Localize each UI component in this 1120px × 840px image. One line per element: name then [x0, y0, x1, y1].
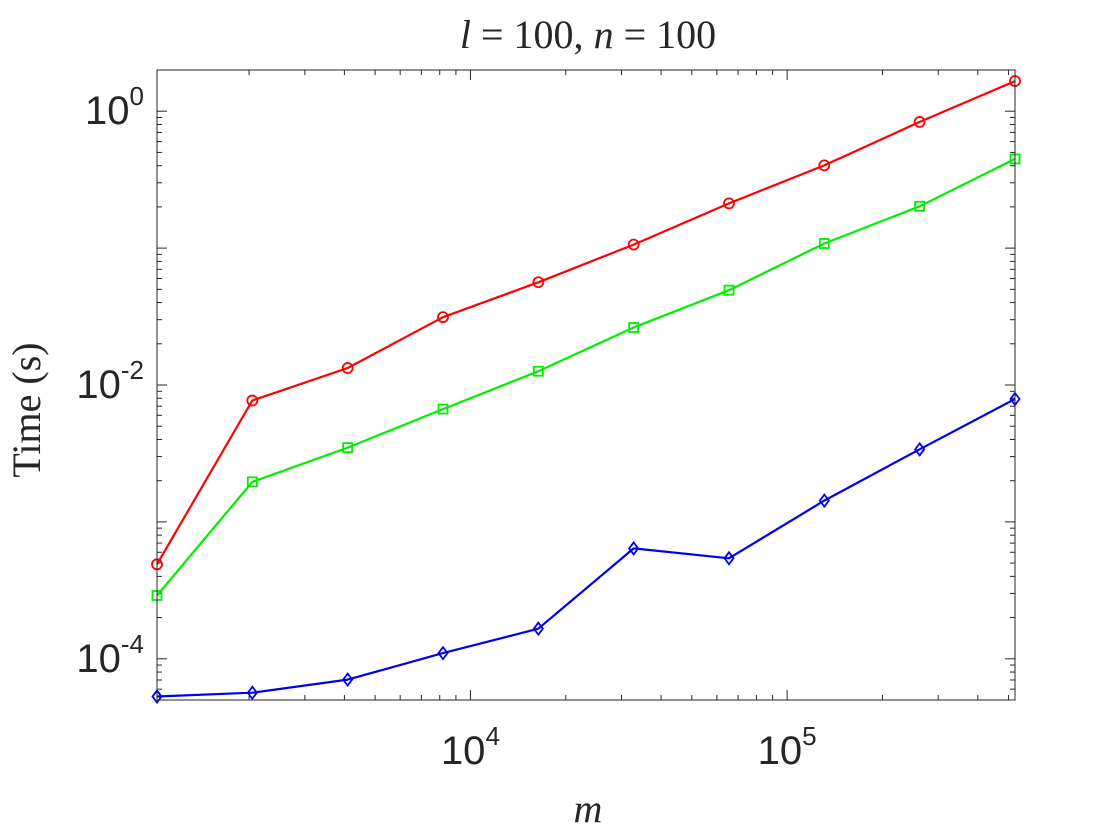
- series-1-line: [156, 80, 1016, 565]
- x-tick-label: 104: [441, 721, 500, 773]
- data-point-circle: [913, 116, 926, 128]
- data-point-diamond: [437, 645, 449, 661]
- y-tick-label: 100: [85, 81, 144, 133]
- data-point-circle: [818, 159, 831, 172]
- major-ticks: [157, 70, 1015, 700]
- plot-frame: [156, 69, 1016, 701]
- title-var-l: l: [460, 12, 471, 57]
- y-tick-base: 10: [85, 89, 130, 133]
- minor-ticks: [157, 69, 1015, 701]
- data-point-diamond: [628, 540, 640, 556]
- data-point-circle: [246, 394, 259, 407]
- title-var-n: n: [594, 12, 614, 57]
- data-point-circle: [341, 362, 354, 374]
- data-point-diamond: [246, 685, 258, 701]
- y-tick-label: 10-4: [76, 629, 144, 681]
- data-point-diamond: [151, 689, 163, 705]
- title-value-n: = 100: [614, 12, 717, 57]
- y-tick-exponent: -4: [121, 629, 144, 659]
- y-axis-label: Time (s): [4, 342, 49, 477]
- y-tick-exponent: 0: [130, 81, 144, 111]
- data-point-diamond: [818, 493, 830, 509]
- data-point-diamond: [532, 621, 544, 637]
- plot-background: [157, 70, 1015, 700]
- data-point-square: [246, 476, 258, 488]
- data-point-square: [723, 284, 735, 296]
- data-point-square: [818, 238, 830, 249]
- data-point-square: [914, 200, 926, 212]
- x-tick-label: 105: [758, 721, 817, 773]
- data-point-circle: [532, 276, 545, 289]
- x-tick-labels: 104 105: [441, 721, 817, 773]
- x-tick-exponent: 5: [802, 721, 816, 751]
- data-point-diamond: [342, 672, 354, 688]
- data-point-square: [532, 365, 544, 377]
- x-tick-base: 10: [441, 729, 486, 773]
- series-3-line: [156, 398, 1016, 698]
- data-point-square: [628, 322, 640, 333]
- y-tick-base: 10: [76, 363, 121, 407]
- data-point-square: [437, 403, 449, 415]
- y-tick-base: 10: [76, 637, 121, 681]
- chart-title: l = 100, n = 100: [460, 12, 716, 57]
- title-value-l: = 100,: [471, 12, 594, 57]
- data-point-diamond: [914, 441, 926, 457]
- series-1: [151, 75, 1021, 571]
- x-tick-exponent: 4: [485, 721, 499, 751]
- data-point-diamond: [723, 550, 735, 566]
- data-point-circle: [723, 197, 735, 210]
- data-point-square: [342, 442, 354, 453]
- data-point-circle: [437, 311, 449, 324]
- x-axis-label: m: [574, 786, 603, 831]
- x-tick-base: 10: [758, 729, 803, 773]
- y-tick-exponent: -2: [121, 355, 144, 385]
- series-2-line: [156, 157, 1016, 597]
- series-2: [151, 153, 1021, 601]
- series-layer: [151, 75, 1021, 705]
- y-tick-label: 10-2: [76, 355, 144, 407]
- data-point-circle: [627, 238, 640, 251]
